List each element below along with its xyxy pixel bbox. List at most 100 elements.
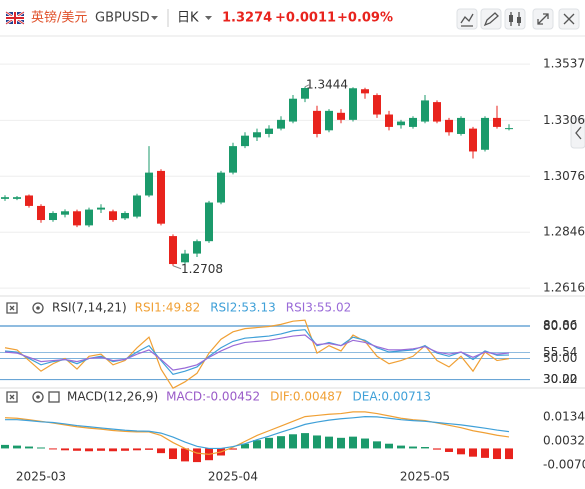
candle-body (337, 112, 345, 120)
macd-bar (373, 441, 381, 449)
side-panel-tab[interactable] (570, 117, 585, 149)
annotation-leader (304, 84, 310, 88)
macd-bar (193, 448, 201, 463)
macd-bar (97, 448, 105, 451)
last-price: 1.3274 (222, 11, 272, 26)
y-tick-label: 1.3076 (543, 169, 585, 183)
price-change: +0.0011 (275, 11, 336, 26)
candle-body (385, 114, 393, 127)
series-line (4, 334, 510, 371)
candle-body (97, 207, 105, 210)
candle-body (253, 132, 261, 138)
candle-body (409, 117, 417, 127)
pair-name[interactable]: 英镑/美元 (31, 10, 87, 26)
candle-body (241, 135, 249, 147)
collapse-icon[interactable] (48, 391, 60, 403)
y-tick-label: -0.00701 (543, 457, 585, 471)
candle-body (205, 202, 213, 242)
candle-body (313, 110, 321, 134)
macd-bar (181, 448, 189, 462)
candle-body (265, 128, 273, 134)
candle-body (13, 197, 21, 199)
price-change-pct: +0.09% (337, 11, 393, 26)
candle-body (469, 128, 477, 152)
candle-body (217, 172, 225, 203)
legend-entry: RSI1:49.82 (135, 301, 201, 315)
settings-icon[interactable] (6, 302, 18, 314)
macd-bar (301, 433, 309, 449)
panel-title: RSI(7,14,21) (52, 301, 127, 315)
dropdown-arrow[interactable] (205, 16, 212, 20)
macd-bar (277, 436, 285, 449)
chart-type-button[interactable] (504, 8, 526, 30)
macd-bar (25, 446, 33, 449)
y-tick-label: 0.00321 (543, 433, 585, 447)
settings-icon[interactable] (6, 391, 18, 403)
series-line (5, 416, 510, 450)
macd-bar (85, 448, 93, 452)
candle-body (457, 117, 465, 134)
side-panel-arrow (575, 126, 582, 140)
macd-bar (493, 448, 501, 460)
macd-bar (169, 448, 177, 460)
y-tick-label: 1.2616 (543, 281, 585, 295)
visibility-icon[interactable] (32, 391, 44, 403)
candle-body (85, 209, 93, 226)
macd-bar (289, 434, 297, 449)
y-tick-label: 1.3306 (543, 113, 585, 127)
macd-bar (145, 448, 153, 450)
candle-body (325, 110, 333, 131)
y-tick-label: 55.54 (543, 345, 577, 359)
visibility-icon[interactable] (32, 302, 44, 314)
high-annotation: 1.3444 (306, 77, 348, 91)
dropdown-arrow[interactable] (151, 16, 158, 20)
rsi-panel-icons (6, 302, 44, 314)
macd-bar (1, 444, 9, 449)
macd-bar (457, 448, 465, 455)
legend-entry: RSI3:55.02 (286, 301, 352, 315)
legend-entry: MACD:-0.00452 (166, 390, 260, 404)
toolbar (456, 8, 580, 30)
x-tick-label: 2025-05 (400, 470, 450, 484)
candle-body (361, 89, 369, 94)
macd-bar (421, 447, 429, 449)
macd-bar (361, 438, 369, 449)
candle-body (1, 197, 9, 199)
candle-body (421, 100, 429, 122)
candle-body (349, 88, 357, 120)
candle-body (61, 211, 69, 215)
period[interactable]: 日K (177, 11, 199, 26)
macd-bar (121, 448, 129, 451)
macd-bar (73, 448, 81, 451)
macd-bar (61, 448, 69, 451)
macd-bar (265, 437, 273, 449)
candle-body (505, 128, 513, 130)
macd-bar (409, 446, 417, 449)
macd-bar (337, 437, 345, 449)
macd-bar (13, 445, 21, 449)
macd-bar (445, 448, 453, 452)
candle-body (301, 88, 309, 99)
candle-body (157, 170, 165, 224)
macd-bar (397, 445, 405, 449)
flag-icon (5, 10, 25, 26)
symbol[interactable]: GBPUSD (95, 11, 150, 26)
y-tick-label: 80.00 (543, 319, 577, 333)
legend-entry: DEA:0.00713 (353, 390, 432, 404)
macd-bar (157, 448, 165, 454)
y-tick-label: 50.00 (543, 351, 577, 365)
candle-body (73, 211, 81, 226)
macd-bar (481, 448, 489, 458)
candle-body (181, 253, 189, 263)
macd-bar (469, 448, 477, 457)
macd-bar (325, 436, 333, 449)
candle-body (145, 172, 153, 196)
candle-body (373, 95, 381, 115)
candle-body (289, 98, 297, 122)
candle-body (133, 195, 141, 217)
macd-bar (37, 447, 45, 449)
y-tick-label: 30.22 (543, 372, 577, 386)
macd-bar (49, 448, 57, 450)
